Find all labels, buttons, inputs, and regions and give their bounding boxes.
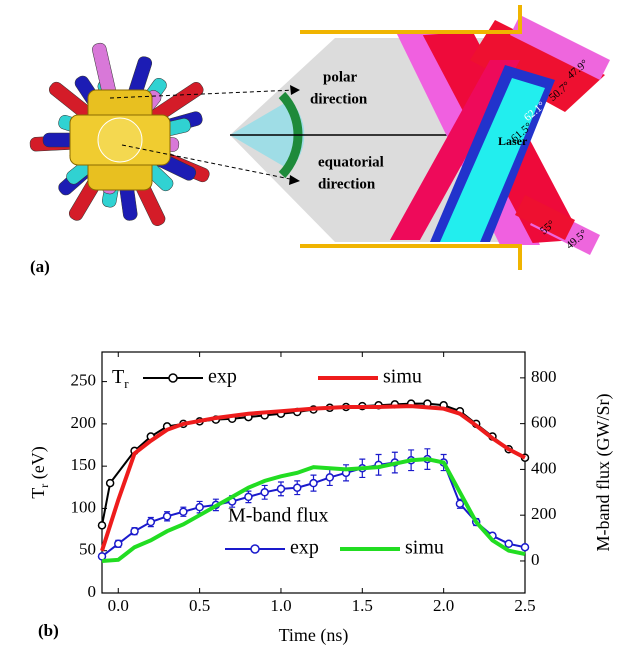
hohlraum-face (98, 118, 142, 162)
page: polar direction equatorial direction Las… (0, 0, 628, 660)
y2-tick-label: 800 (531, 367, 557, 386)
marker (164, 513, 171, 520)
marker (310, 480, 317, 487)
wall (300, 5, 520, 32)
x-axis-title: Time (ns) (279, 625, 349, 646)
marker (131, 528, 138, 535)
diagram: polar direction equatorial direction Las… (30, 5, 610, 276)
marker (180, 508, 187, 515)
panel-label: (b) (38, 621, 59, 640)
y-tick-label: 50 (79, 540, 96, 559)
figure: polar direction equatorial direction Las… (0, 0, 628, 660)
y2-tick-label: 600 (531, 413, 557, 432)
y-axis-title: Tr (eV) (28, 446, 51, 498)
legend-group: M-band flux (228, 505, 329, 527)
label: polar (323, 69, 358, 85)
marker (326, 474, 333, 481)
marker (196, 504, 203, 511)
chart: 0.0 0.5 1.0 1.5 2.0 2.5 0 50 100 150 200 250 0 200 400… (28, 352, 614, 646)
legend-group-main: T (112, 366, 124, 388)
marker (107, 480, 114, 487)
marker (261, 489, 268, 496)
x-tick-label: 1.0 (270, 596, 291, 615)
label: direction (318, 176, 376, 192)
y-axis-title-main: T (28, 488, 48, 499)
x-tick-label: 0.0 (108, 596, 129, 615)
y2-tick-label: 400 (531, 458, 557, 477)
panel-label: (a) (30, 257, 50, 276)
y2-tick-label: 200 (531, 504, 557, 523)
marker (505, 540, 512, 547)
marker (147, 519, 154, 526)
x-tick-label: 1.5 (352, 596, 373, 615)
legend-marker (251, 545, 259, 553)
marker (522, 544, 529, 551)
x-tick-label: 2.5 (514, 596, 535, 615)
hohlraum-cluster (30, 42, 211, 228)
wall (300, 246, 520, 270)
label: direction (310, 91, 368, 107)
legend-label: simu (383, 366, 422, 388)
marker (294, 484, 301, 491)
y-tick-label: 150 (71, 455, 97, 474)
legend-label: simu (405, 537, 444, 559)
y-tick-label: 250 (71, 371, 97, 390)
legend-group: Tr (112, 366, 129, 391)
marker (277, 485, 284, 492)
label: equatorial (318, 154, 384, 170)
legend-group-sub: r (124, 376, 129, 391)
marker (115, 540, 122, 547)
y-tick-label: 200 (71, 413, 97, 432)
y-axis-title-rest: (eV) (28, 446, 49, 483)
y-tick-label: 0 (88, 582, 97, 601)
y2-tick-label: 0 (531, 550, 540, 569)
y2-axis-title: M-band flux (GW/Sr) (593, 394, 614, 552)
y-tick-label: 100 (71, 497, 97, 516)
x-tick-label: 0.5 (189, 596, 210, 615)
legend-label: exp (208, 366, 237, 388)
marker (245, 493, 252, 500)
x-tick-label: 2.0 (433, 596, 454, 615)
legend-marker (169, 374, 177, 382)
marker (99, 522, 106, 529)
legend-label: exp (290, 537, 319, 559)
marker (456, 500, 463, 507)
